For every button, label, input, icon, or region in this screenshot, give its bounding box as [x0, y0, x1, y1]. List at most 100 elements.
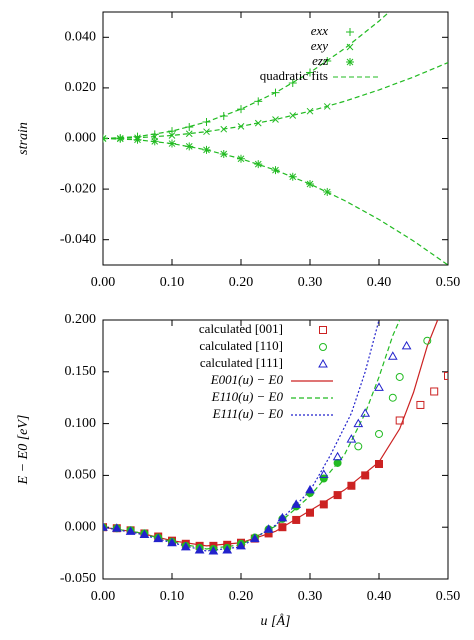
marker-shape	[360, 408, 371, 417]
marker-stroke	[237, 155, 245, 163]
marker-shape	[208, 546, 219, 555]
data-point	[222, 544, 233, 554]
marker-shape	[319, 474, 328, 483]
data-point	[375, 460, 383, 469]
data-point	[185, 130, 193, 138]
data-point	[361, 471, 370, 480]
marker-shape	[319, 343, 327, 351]
marker-shape	[375, 460, 383, 469]
data-point	[220, 125, 228, 133]
marker-stroke	[306, 107, 314, 115]
model-curve	[103, 320, 380, 552]
marker-stroke	[346, 58, 354, 66]
marker-shape	[278, 523, 287, 532]
data-point	[277, 512, 288, 522]
data-point	[111, 523, 122, 532]
marker-shape	[139, 529, 150, 538]
data-point	[153, 533, 164, 543]
marker-stroke	[220, 125, 228, 133]
data-point	[288, 79, 297, 88]
data-point	[103, 134, 107, 143]
data-point	[306, 508, 314, 517]
y-tick-label: 0.200	[65, 312, 97, 327]
data-point	[263, 524, 274, 533]
marker-shape	[291, 499, 302, 508]
marker-shape	[263, 524, 274, 533]
data-point	[306, 107, 314, 115]
marker-shape	[103, 522, 108, 531]
data-point	[395, 416, 404, 425]
marker-shape	[423, 336, 432, 345]
y-tick-label: -0.040	[60, 232, 96, 247]
marker-stroke	[289, 173, 297, 181]
data-point	[444, 371, 448, 380]
legend-marker	[319, 326, 327, 334]
marker-shape	[416, 400, 425, 409]
marker-stroke	[185, 143, 193, 150]
data-point	[185, 123, 194, 132]
data-point	[323, 103, 331, 110]
model-curve	[103, 320, 401, 550]
model-curve	[103, 320, 439, 547]
marker-shape	[346, 434, 357, 443]
marker-shape	[354, 442, 363, 451]
x-tick-label: 0.40	[367, 589, 392, 604]
marker-stroke	[168, 140, 176, 147]
data-point	[237, 123, 245, 130]
data-point	[249, 533, 260, 543]
marker-shape	[180, 541, 191, 551]
data-point	[254, 119, 262, 127]
data-point	[291, 499, 302, 508]
data-point	[333, 491, 342, 500]
marker-shape	[332, 451, 343, 461]
marker-shape	[374, 382, 384, 391]
marker-stroke	[289, 112, 297, 119]
marker-shape	[395, 372, 404, 381]
legend-label: E001(u) − E0	[210, 372, 284, 387]
y-axis-label: E − E0 [eV]	[16, 415, 31, 486]
y-tick-label: -0.050	[60, 571, 96, 586]
data-point	[254, 97, 263, 106]
data-point	[319, 474, 328, 483]
x-tick-label: 0.00	[91, 589, 116, 604]
plot-area	[103, 12, 448, 265]
data-point	[168, 139, 176, 148]
data-point	[167, 537, 177, 547]
data-point	[219, 149, 228, 158]
legend-label: calculated [111]	[200, 355, 283, 370]
data-point	[318, 469, 329, 478]
data-point	[323, 187, 332, 196]
marker-shape	[167, 537, 177, 547]
marker-shape	[353, 418, 364, 428]
marker-stroke	[103, 137, 107, 142]
x-tick-label: 0.20	[229, 589, 254, 604]
marker-shape	[318, 469, 329, 478]
marker-stroke	[203, 146, 210, 154]
data-point	[116, 134, 125, 143]
x-tick-label: 0.50	[436, 275, 461, 290]
data-point	[306, 68, 314, 77]
x-axis-label: u [Å]	[261, 613, 291, 629]
legend-label: exy	[311, 38, 329, 53]
data-point	[180, 541, 191, 551]
marker-stroke	[220, 150, 228, 158]
marker-stroke	[103, 135, 107, 140]
data-point	[219, 112, 228, 121]
data-point	[271, 88, 280, 97]
marker-shape	[292, 515, 301, 524]
marker-shape	[319, 500, 328, 509]
data-point	[353, 418, 364, 428]
marker-shape	[444, 371, 448, 380]
marker-shape	[361, 471, 370, 480]
data-point	[416, 400, 425, 409]
marker-stroke	[168, 132, 176, 139]
data-point	[236, 540, 246, 550]
marker-stroke	[116, 135, 124, 143]
marker-stroke	[323, 103, 331, 110]
data-point	[103, 522, 108, 531]
y-tick-label: 0.150	[65, 364, 97, 379]
data-point	[401, 340, 412, 350]
data-point	[139, 529, 150, 538]
x-tick-label: 0.40	[367, 275, 392, 290]
